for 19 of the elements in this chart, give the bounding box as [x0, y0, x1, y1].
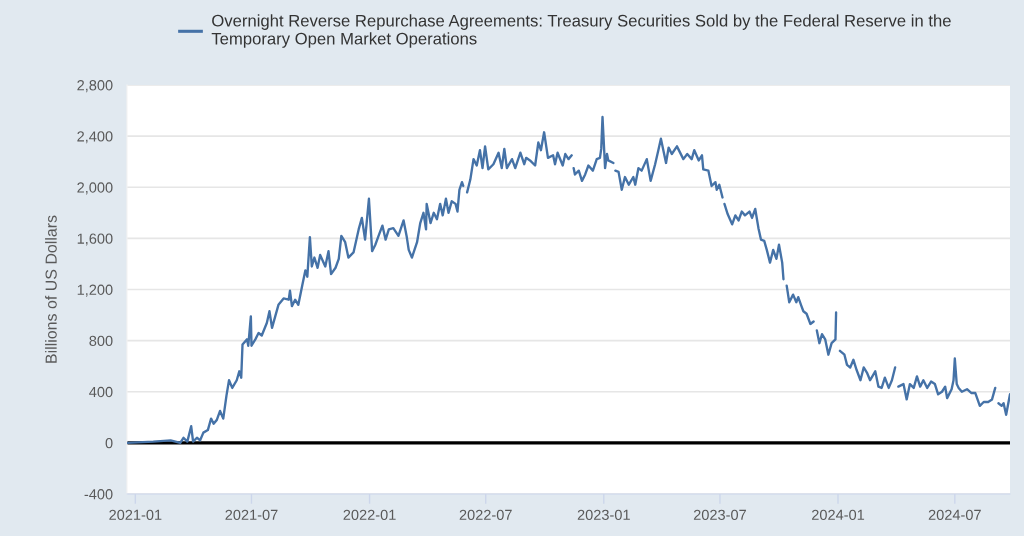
x-tick-label: 2022-07 — [459, 509, 512, 520]
y-tick-label: 2,000 — [77, 182, 113, 195]
y-tick-label: 400 — [89, 386, 113, 398]
x-tick-label: 2023-07 — [693, 509, 746, 520]
y-tick-label: 800 — [89, 335, 113, 347]
y-tick-label: 0 — [105, 437, 113, 449]
legend-label: Overnight Reverse Repurchase Agreements: Treasury Securities Sold by the Federal Reserve in the Temporary Open Market Operations — [211, 14, 951, 48]
x-tick-label: 2023-01 — [577, 509, 630, 520]
x-tick-label: 2024-01 — [812, 509, 865, 520]
x-tick-label: 2021-07 — [225, 509, 278, 520]
y-tick-label: 2,400 — [77, 131, 113, 144]
y-tick-label: -400 — [84, 489, 113, 500]
x-tick-label: 2021-01 — [109, 509, 162, 520]
y-tick-label: 2,800 — [77, 80, 113, 93]
x-tick-label: 2022-01 — [343, 509, 396, 520]
y-tick-label: 1,200 — [77, 284, 113, 297]
x-tick-label: 2024-07 — [928, 509, 981, 520]
y-axis-title: Billions of US Dollars — [45, 215, 57, 363]
y-tick-label: 1,600 — [77, 233, 113, 246]
